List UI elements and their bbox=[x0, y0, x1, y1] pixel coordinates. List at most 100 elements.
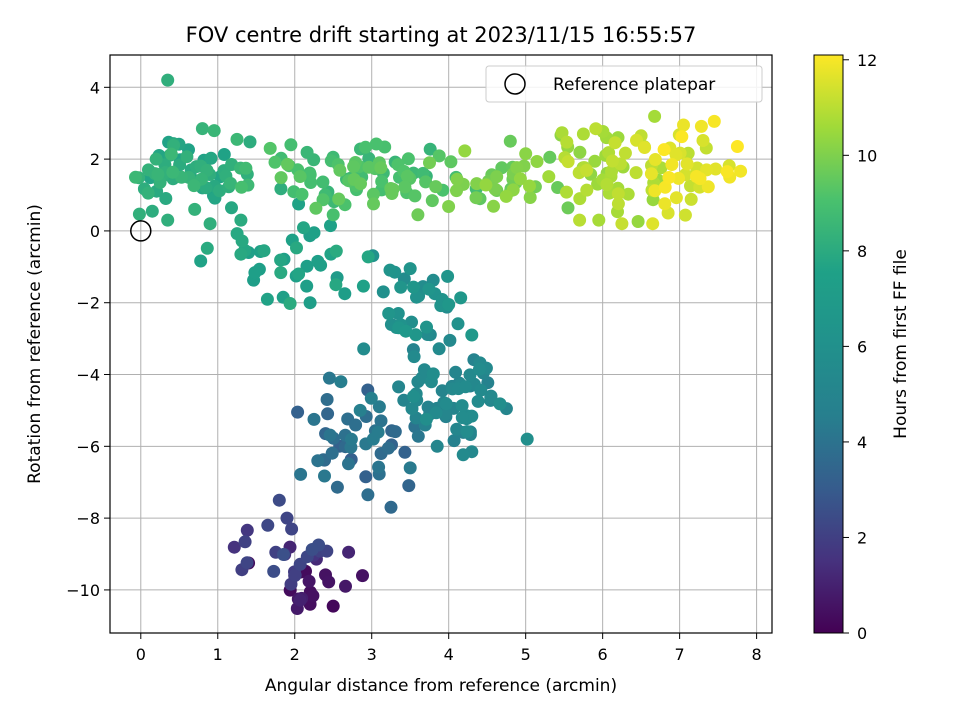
scatter-point bbox=[243, 135, 257, 149]
scatter-point bbox=[235, 180, 248, 194]
scatter-point bbox=[432, 342, 446, 356]
scatter-point bbox=[272, 493, 286, 507]
scatter-point bbox=[141, 186, 155, 200]
scatter-point bbox=[290, 241, 303, 255]
scatter-point bbox=[621, 187, 635, 201]
scatter-point bbox=[423, 142, 437, 156]
scatter-point bbox=[696, 134, 710, 147]
scatter-point bbox=[159, 192, 173, 205]
scatter-point bbox=[658, 197, 672, 211]
colorbar-tick-label: 2 bbox=[857, 528, 867, 547]
scatter-point bbox=[425, 194, 439, 208]
scatter-point bbox=[359, 140, 372, 154]
scatter-point bbox=[203, 217, 217, 231]
x-tick-label: 0 bbox=[136, 645, 146, 664]
scatter-point bbox=[306, 589, 320, 603]
colorbar bbox=[813, 54, 844, 634]
scatter-point bbox=[573, 145, 587, 159]
scatter-point bbox=[364, 391, 378, 405]
scatter-point bbox=[646, 217, 660, 231]
scatter-point bbox=[388, 425, 402, 439]
scatter-point bbox=[329, 278, 343, 292]
scatter-point bbox=[307, 226, 321, 240]
scatter-point bbox=[580, 183, 594, 197]
scatter-point bbox=[631, 215, 645, 228]
scatter-point bbox=[234, 247, 248, 261]
scatter-point bbox=[484, 390, 498, 404]
scatter-point bbox=[200, 241, 214, 255]
x-tick-label: 7 bbox=[675, 645, 685, 664]
scatter-point bbox=[638, 141, 652, 154]
scatter-point bbox=[690, 170, 703, 183]
scatter-point bbox=[309, 201, 323, 215]
scatter-point bbox=[615, 217, 629, 231]
legend-box bbox=[485, 65, 763, 103]
scatter-point bbox=[513, 172, 527, 186]
scatter-point bbox=[194, 254, 208, 268]
scatter-point bbox=[694, 119, 708, 133]
scatter-point bbox=[618, 146, 632, 160]
colorbar-tick-label: 10 bbox=[857, 146, 877, 165]
y-tick-label: −6 bbox=[76, 437, 100, 456]
scatter-point bbox=[151, 167, 165, 181]
scatter-point bbox=[429, 406, 443, 420]
scatter-point bbox=[730, 140, 744, 153]
scatter-point bbox=[316, 193, 330, 207]
scatter-point bbox=[369, 137, 383, 151]
scatter-point bbox=[561, 155, 575, 169]
scatter-point bbox=[561, 201, 575, 215]
scatter-point bbox=[207, 124, 221, 138]
scatter-point bbox=[325, 446, 339, 460]
scatter-point bbox=[701, 180, 715, 194]
scatter-point bbox=[225, 201, 238, 215]
scatter-point bbox=[580, 163, 594, 177]
scatter-point bbox=[295, 187, 309, 201]
legend-marker-reference bbox=[504, 73, 526, 95]
scatter-point bbox=[240, 556, 254, 570]
scatter-point bbox=[657, 143, 671, 157]
scatter-point bbox=[274, 253, 288, 267]
scatter-point bbox=[297, 221, 310, 235]
scatter-point bbox=[391, 307, 405, 320]
scatter-point bbox=[401, 152, 415, 166]
scatter-point bbox=[359, 470, 373, 484]
scatter-point bbox=[382, 307, 396, 320]
scatter-point bbox=[648, 184, 662, 198]
scatter-point bbox=[432, 149, 446, 163]
scatter-point bbox=[398, 180, 412, 194]
scatter-point bbox=[399, 324, 413, 338]
scatter-point bbox=[573, 213, 587, 227]
scatter-point bbox=[375, 175, 389, 188]
scatter-point bbox=[523, 191, 537, 204]
scatter-point bbox=[268, 155, 282, 169]
colorbar-tick-label: 6 bbox=[857, 337, 867, 356]
scatter-point bbox=[300, 279, 314, 293]
scatter-point bbox=[307, 412, 321, 426]
scatter-point bbox=[407, 280, 420, 294]
scatter-point bbox=[611, 197, 625, 211]
scatter-point bbox=[188, 202, 202, 216]
scatter-point bbox=[403, 461, 417, 475]
scatter-point bbox=[322, 575, 336, 589]
scatter-point bbox=[592, 213, 606, 227]
scatter-point bbox=[398, 445, 412, 459]
scatter-point bbox=[672, 171, 685, 185]
scatter-point bbox=[426, 367, 440, 381]
scatter-point bbox=[303, 168, 317, 182]
y-tick-label: −4 bbox=[76, 366, 100, 385]
scatter-point bbox=[239, 161, 253, 175]
legend: Reference platepar bbox=[485, 65, 763, 103]
scatter-point bbox=[463, 368, 477, 382]
scatter-point bbox=[442, 200, 456, 213]
scatter-point bbox=[410, 290, 423, 304]
scatter-point bbox=[675, 130, 689, 144]
scatter-point bbox=[588, 154, 602, 168]
scatter-point bbox=[407, 350, 421, 364]
scatter-point bbox=[326, 599, 340, 613]
scatter-point bbox=[493, 397, 507, 411]
scatter-point bbox=[450, 184, 463, 198]
scatter-point bbox=[361, 488, 375, 502]
scatter-point bbox=[456, 448, 470, 462]
scatter-point bbox=[560, 135, 574, 149]
